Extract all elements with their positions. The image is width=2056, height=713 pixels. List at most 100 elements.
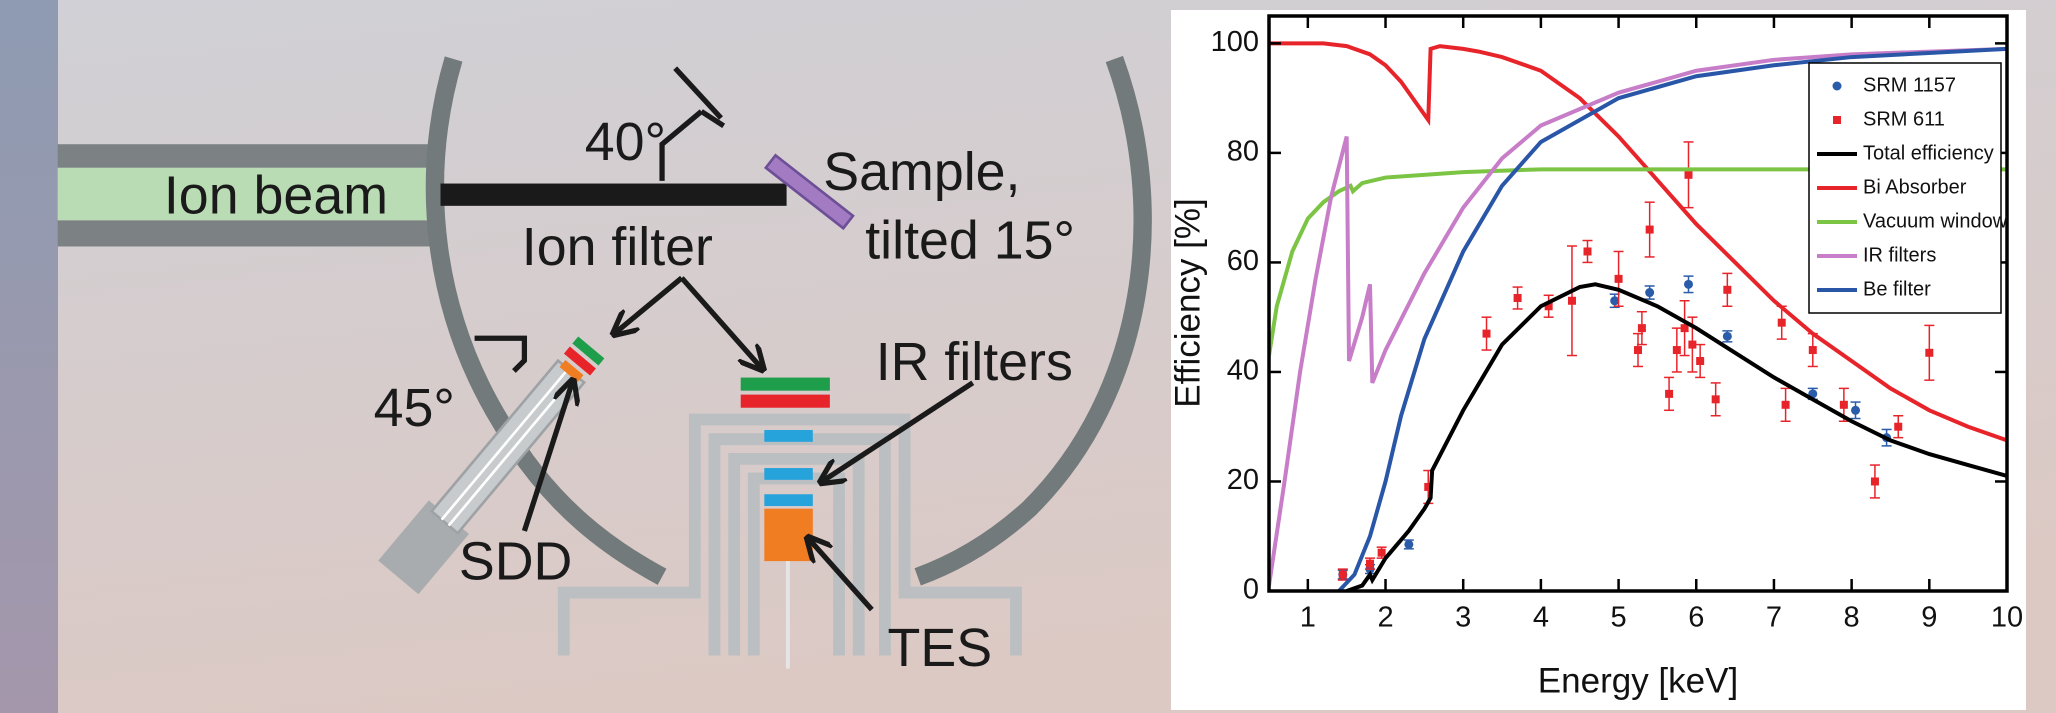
point — [1722, 331, 1732, 341]
point — [1851, 405, 1861, 415]
beam-tube — [57, 220, 438, 247]
filter — [740, 394, 830, 408]
legend-label: Be filter — [1863, 278, 1931, 300]
ir-filter — [764, 494, 813, 507]
x-tick-label: 3 — [1455, 602, 1471, 634]
line — [1269, 167, 2007, 356]
legend-label: Bi Absorber — [1863, 176, 1967, 198]
point — [1610, 296, 1620, 306]
chamber-wall — [914, 55, 1152, 586]
sdd — [378, 336, 605, 595]
chart: Energy [keV] Efficiency [%] 1 2 3 4 5 6 7 8 9 100… — [1168, 10, 2026, 710]
label: tilted 15° — [865, 210, 1075, 270]
point — [1338, 570, 1347, 579]
legend-key — [1832, 81, 1842, 91]
label: SDD — [459, 531, 572, 591]
point — [1645, 288, 1655, 298]
arrow — [521, 380, 573, 532]
point — [1634, 346, 1642, 355]
point — [1614, 274, 1623, 283]
x-tick-label: 5 — [1611, 602, 1627, 634]
point — [1925, 348, 1934, 357]
arrow — [679, 276, 763, 370]
point — [1684, 170, 1693, 179]
y-tick-label: 20 — [1227, 464, 1259, 496]
x-tick-label: 7 — [1766, 602, 1782, 634]
point — [1404, 539, 1414, 549]
arrow — [808, 538, 874, 612]
line — [1269, 41, 2007, 443]
plot-area — [1269, 41, 2007, 591]
legend-key — [1833, 116, 1841, 124]
y-tick-label: 40 — [1227, 355, 1259, 387]
point — [1377, 548, 1386, 557]
beam-path — [440, 183, 787, 206]
label: Ion filter — [522, 217, 713, 277]
point — [1711, 395, 1720, 404]
x-tick-label: 1 — [1300, 602, 1316, 634]
x-tick-label: 8 — [1844, 602, 1860, 634]
plot-frame — [1267, 14, 2009, 593]
point — [1781, 400, 1790, 409]
label: Sample, — [823, 142, 1020, 202]
point — [1544, 302, 1553, 311]
diagram: Ion beam 40° Sample, tilted 15° Ion filt… — [57, 55, 1152, 678]
legend-label: Vacuum window — [1863, 210, 2008, 232]
point — [1894, 422, 1903, 431]
x-tick-label: 4 — [1533, 602, 1549, 634]
legend-label: SRM 611 — [1863, 108, 1945, 130]
point — [1583, 247, 1592, 256]
line — [1337, 46, 2007, 591]
point — [1637, 324, 1646, 333]
legend-label: IR filters — [1863, 244, 1936, 266]
label: TES — [888, 618, 993, 678]
ir-filter — [764, 430, 813, 442]
sample — [763, 153, 855, 231]
point — [1839, 400, 1848, 409]
angle-mark — [659, 66, 726, 181]
series-layer — [1269, 41, 2007, 591]
label: IR filters — [876, 332, 1073, 392]
point — [1696, 357, 1705, 365]
label: 40° — [585, 112, 666, 172]
y-tick-label: 60 — [1227, 245, 1259, 277]
tes — [764, 508, 813, 562]
legend-label: SRM 1157 — [1863, 74, 1956, 96]
point — [1365, 559, 1374, 568]
x-tick-label: 10 — [1991, 602, 2023, 634]
angle-mark — [474, 335, 528, 373]
y-tick-label: 0 — [1243, 574, 1259, 606]
point — [1683, 279, 1693, 289]
chamber-wall — [425, 56, 667, 585]
point — [1688, 340, 1697, 349]
point — [1808, 346, 1817, 355]
x-tick-label: 2 — [1377, 602, 1393, 634]
beam-tube — [57, 144, 438, 168]
legend-box — [1808, 62, 2002, 314]
x-axis-label: Energy [keV] — [1538, 661, 1738, 700]
arrow — [614, 275, 684, 334]
point — [1672, 346, 1681, 355]
y-axis-label: Efficiency [%] — [1168, 198, 1207, 407]
point — [1482, 329, 1491, 338]
point — [1680, 324, 1689, 333]
label: 45° — [374, 378, 455, 438]
filter — [572, 336, 605, 366]
filter — [563, 346, 596, 376]
point — [1870, 477, 1879, 486]
arrow — [821, 380, 975, 483]
sdd-line — [440, 368, 570, 521]
point — [1513, 294, 1522, 303]
ir-filter — [764, 468, 813, 480]
legend-label: Total efficiency — [1863, 142, 1994, 164]
y-tick-label: 80 — [1227, 136, 1259, 168]
point — [1424, 482, 1433, 491]
ion-beam — [57, 167, 441, 221]
side-strip — [0, 0, 58, 713]
y-tick-label: 100 — [1211, 26, 1259, 58]
line — [1346, 282, 2007, 591]
filter — [740, 377, 830, 391]
label: Ion beam — [164, 166, 388, 226]
x-tick-label: 9 — [1921, 602, 1937, 634]
